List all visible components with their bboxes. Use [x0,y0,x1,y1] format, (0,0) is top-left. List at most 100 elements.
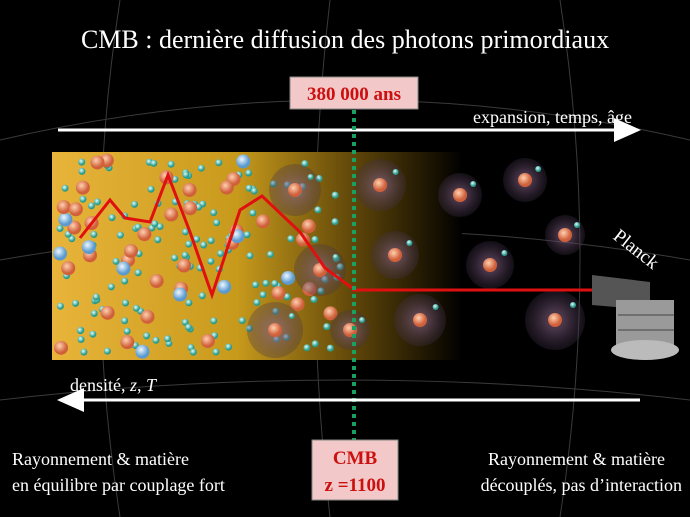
atom-electron [332,254,339,260]
electron [147,185,155,193]
proton [120,335,135,350]
electron [134,269,142,277]
electron [271,279,279,287]
helium [200,334,215,349]
electron [61,184,69,192]
electron [198,292,206,300]
cmb-redshift: z =1100 [325,475,386,496]
atom-electron [535,166,542,172]
electron [181,251,189,259]
electron [245,169,253,177]
electron [108,214,116,222]
helium [135,344,150,359]
electron [249,209,257,217]
electron [287,235,295,243]
atom-nucleus [413,313,427,327]
electron [77,336,85,344]
atom-nucleus [518,173,532,187]
electron [245,184,253,192]
proton [68,202,83,217]
electron [72,299,80,307]
electron [122,299,130,307]
electron [200,241,208,249]
electron [212,348,220,356]
electron [246,252,254,260]
electron [323,323,331,331]
electron [311,340,319,348]
atom-electron [570,302,576,308]
electron [123,327,131,335]
proton [137,227,152,242]
proton [53,246,68,261]
proton [81,240,96,255]
electron [182,171,190,179]
electron [143,332,151,340]
density-z: z [129,375,137,395]
helium [149,274,164,289]
proton [281,270,296,285]
electron [107,283,115,291]
electron [92,293,100,301]
particles [53,153,585,359]
electron [207,257,215,265]
electron [213,219,221,227]
proton [219,180,234,195]
electron [103,347,111,355]
cmb-box [311,439,399,501]
electron [266,250,274,258]
proton [61,261,76,276]
proton [182,183,197,198]
atom-electron [432,304,439,310]
title: CMB : dernière diffusion des photons pri… [81,25,609,54]
proton [271,286,286,301]
electron [197,164,205,172]
electron [79,195,87,203]
atom-electron [359,317,365,323]
atom-nucleus [548,313,562,327]
helium [123,244,138,259]
electron [87,202,95,210]
left-text: en équilibre par couplage fort [12,475,225,495]
helium [164,207,179,222]
proton [100,305,115,320]
electron [171,254,179,262]
electron [164,335,172,343]
electron [331,218,339,226]
epoch-label: 380 000 ans [307,84,401,105]
atom-electron [392,169,399,175]
electron [193,235,201,243]
helium [56,200,71,215]
proton [58,212,73,227]
epoch-box [289,76,419,110]
electron [250,187,258,195]
electron [303,344,311,352]
density-sep: , [137,375,146,395]
left-text: Rayonnement & matière [12,449,189,469]
proton [290,297,305,312]
electron [331,191,339,199]
electron [210,317,218,325]
proton [217,279,232,294]
electron [181,228,189,236]
electron [132,304,140,312]
electron [154,236,162,244]
electron [131,200,139,208]
planck-satellite [592,275,679,360]
electron [112,257,120,265]
expansion-label: expansion, temps, âge [473,107,632,127]
atom-nucleus [483,258,497,272]
electron [314,206,322,214]
electron [56,225,64,233]
electron [134,223,142,231]
atom-electron [307,174,314,180]
electron [93,198,101,206]
atom-nucleus [373,178,387,192]
electron [76,327,84,335]
electron [210,209,218,217]
electron [156,223,164,231]
electron [225,343,233,351]
electron [89,330,97,338]
electron [181,318,189,326]
atom-nucleus [558,228,572,242]
